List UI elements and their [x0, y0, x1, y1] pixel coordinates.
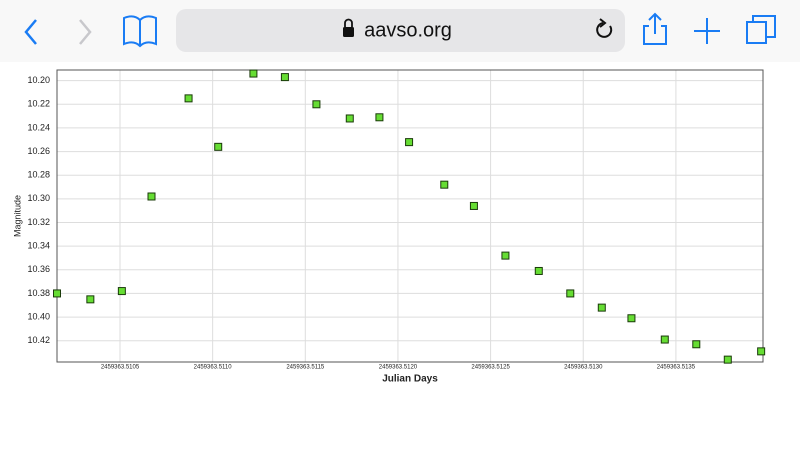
y-tick-label: 10.24	[27, 122, 50, 132]
data-point	[214, 142, 223, 151]
data-point	[660, 335, 669, 344]
x-axis-label: Julian Days	[382, 374, 438, 385]
plot-frame	[56, 69, 764, 363]
share-button[interactable]	[643, 12, 667, 45]
forward-button[interactable]	[79, 19, 92, 45]
y-tick-label: 10.40	[27, 311, 50, 321]
data-point	[375, 113, 384, 122]
data-point	[86, 295, 95, 304]
tabs-button[interactable]	[746, 21, 767, 44]
x-tick-label: 2459363.5110	[194, 365, 233, 371]
data-point	[53, 289, 61, 298]
address-bar[interactable]	[176, 9, 625, 52]
data-point	[534, 266, 543, 275]
data-point	[627, 314, 636, 323]
y-tick-label: 10.32	[27, 217, 50, 227]
x-tick-label: 2459363.5125	[471, 365, 510, 371]
y-axis-label: Magnitude	[12, 195, 22, 237]
x-tick-label: 2459363.5130	[564, 365, 603, 371]
data-point	[597, 303, 606, 312]
y-tick-label: 10.30	[27, 193, 50, 203]
data-point	[501, 251, 510, 260]
reload-arrow	[599, 18, 607, 28]
x-tick-label: 2459363.5115	[286, 365, 325, 371]
new-tab-button[interactable]	[694, 18, 720, 44]
x-tick-label: 2459363.5105	[101, 365, 140, 371]
y-tick-label: 10.20	[27, 75, 50, 85]
lock-shackle	[344, 18, 353, 27]
data-point	[469, 201, 478, 210]
data-point	[440, 180, 449, 189]
bookmarks-button[interactable]	[123, 15, 157, 48]
reload-button[interactable]	[596, 22, 613, 38]
data-point	[184, 94, 193, 103]
data-point	[757, 347, 766, 356]
url: aavso.org	[364, 19, 452, 41]
lock-icon	[343, 27, 354, 37]
data-point	[345, 114, 354, 123]
x-tick-label: 2459363.5120	[379, 365, 418, 371]
y-tick-label: 10.38	[27, 288, 50, 298]
y-tick-label: 10.28	[27, 170, 50, 180]
data-point	[117, 287, 126, 296]
data-point	[405, 138, 414, 147]
tabs-back	[752, 15, 776, 38]
y-tick-label: 10.22	[27, 99, 50, 109]
back-button[interactable]	[24, 19, 37, 45]
data-point	[692, 340, 701, 349]
data-point	[723, 355, 732, 364]
y-tick-label: 10.26	[27, 146, 50, 156]
y-tick-label: 10.36	[27, 264, 50, 274]
data-point	[249, 69, 258, 78]
y-tick-label: 10.42	[27, 335, 50, 345]
x-tick-label: 2459363.5135	[657, 365, 696, 371]
plot-area	[56, 69, 764, 363]
data-point	[280, 73, 289, 82]
data-point	[147, 192, 156, 201]
data-point	[566, 289, 575, 298]
data-point	[312, 100, 321, 109]
y-tick-label: 10.34	[27, 241, 50, 251]
